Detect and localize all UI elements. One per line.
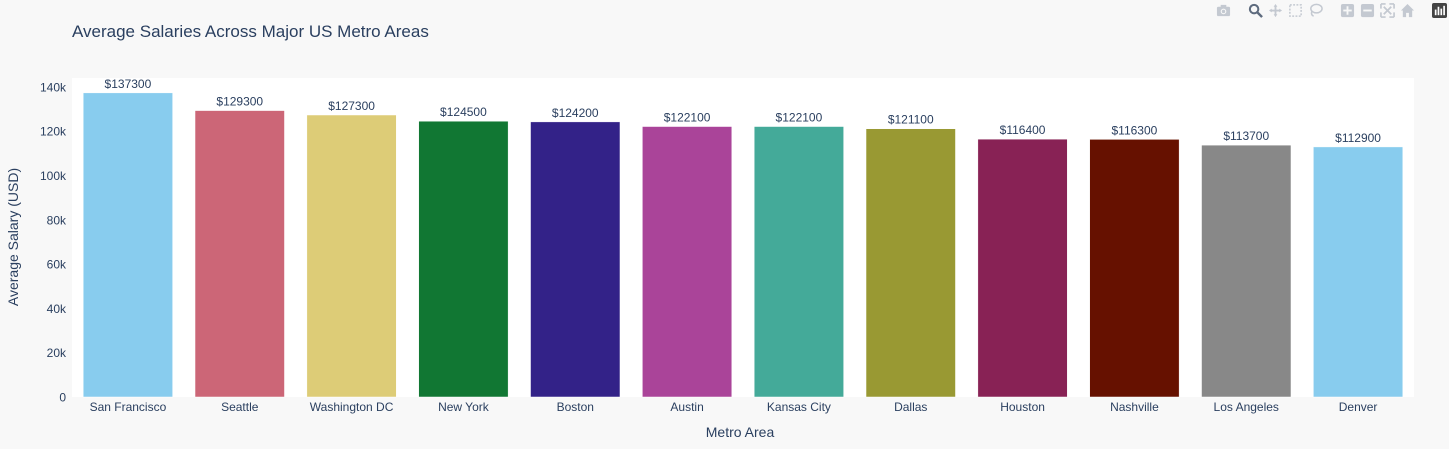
bar[interactable] [194,110,285,398]
bar[interactable] [642,126,733,398]
bar-value-label: $129300 [216,95,263,109]
x-tick-label: Houston [1000,400,1045,414]
bar-value-label: $116300 [1112,123,1158,137]
camera-icon[interactable] [1213,0,1233,20]
data-labels: $137300 $129300 $127300 $124500 $124200 $1221… [105,77,1382,145]
reset-axes-icon[interactable] [1397,0,1417,20]
bar-value-label: $127300 [328,99,375,113]
bar[interactable] [418,120,509,398]
bar[interactable] [306,114,397,398]
bar[interactable] [977,138,1068,398]
plot-area [72,78,1414,397]
y-tick-label: 0 [59,391,66,405]
x-tick-label: Denver [1339,400,1378,414]
y-axis: 0 20k 40k 60k 80k 100k 120k 140k [40,80,67,404]
y-tick-label: 20k [47,346,67,360]
bar[interactable] [1201,144,1292,398]
autoscale-icon[interactable] [1377,0,1397,20]
bar[interactable] [82,92,173,398]
bar-value-label: $124500 [440,105,487,119]
bar-value-label: $137300 [105,77,152,91]
y-axis-title: Average Salary (USD) [5,168,21,306]
x-tick-label: Los Angeles [1214,400,1279,414]
bar-value-label: $112900 [1335,131,1381,145]
bar[interactable] [753,126,844,398]
bar-value-label: $121100 [888,113,934,127]
plotly-logo-icon[interactable] [1429,0,1449,20]
zoom-in-icon[interactable] [1337,0,1357,20]
y-tick-label: 60k [47,258,67,272]
bars [82,92,1404,398]
x-tick-label: Dallas [894,400,927,414]
y-tick-label: 100k [40,169,67,183]
box-select-icon[interactable] [1285,0,1305,20]
bar-value-label: $116400 [1000,123,1046,137]
x-axis: San Francisco Seattle Washington DC New Yor… [90,400,1378,414]
bar-value-label: $124200 [552,106,599,120]
y-tick-label: 140k [40,80,67,94]
y-tick-label: 80k [47,213,67,227]
y-tick-label: 40k [47,302,67,316]
x-tick-label: Kansas City [767,400,831,414]
bar[interactable] [1313,146,1404,398]
lasso-icon[interactable] [1305,0,1325,20]
x-tick-label: Austin [670,400,703,414]
chart-title: Average Salaries Across Major US Metro A… [72,22,429,41]
bar-value-label: $122100 [776,111,823,125]
x-tick-label: Seattle [221,400,259,414]
x-tick-label: San Francisco [90,400,167,414]
x-axis-title: Metro Area [706,424,775,440]
pan-icon[interactable] [1265,0,1285,20]
bar[interactable] [1089,139,1180,398]
x-tick-label: Washington DC [310,400,394,414]
zoom-out-icon[interactable] [1357,0,1377,20]
bar[interactable] [530,121,621,398]
x-tick-label: New York [438,400,490,414]
x-tick-label: Nashville [1110,400,1159,414]
x-tick-label: Boston [557,400,594,414]
modebar [1213,0,1449,20]
bar[interactable] [865,128,956,398]
zoom-icon[interactable] [1245,0,1265,20]
bar-value-label: $122100 [664,111,711,125]
y-tick-label: 120k [40,125,67,139]
bar-value-label: $113700 [1223,129,1269,143]
